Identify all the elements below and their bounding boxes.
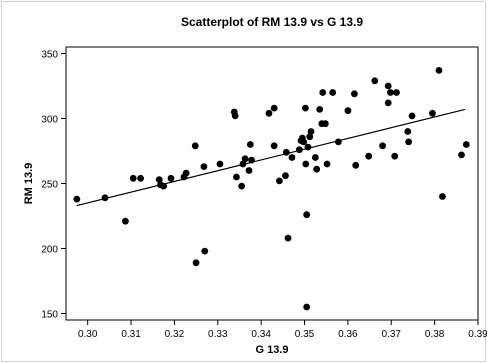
data-point [458,151,465,159]
data-point [231,112,239,120]
y-tick-label: 300 [41,115,58,126]
data-point [384,99,392,107]
chart-title: Scatterplot of RM 13.9 vs G 13.9 [181,15,363,29]
data-point [201,247,209,255]
data-point [301,104,309,112]
data-point [265,109,273,117]
data-point [284,234,292,242]
data-point [167,174,175,182]
data-point [316,106,324,113]
data-point [303,303,311,311]
x-tick-label: 0.39 [468,329,487,340]
data-point [160,182,167,190]
data-point [300,138,308,146]
y-tick-label: 200 [41,245,58,256]
data-point [429,109,436,117]
data-point [405,138,413,146]
data-point [129,174,137,182]
y-tick-label: 350 [41,50,58,61]
data-point [311,154,319,161]
data-point [303,211,311,219]
data-point [73,195,81,203]
data-point [393,89,400,96]
data-point [462,141,470,148]
data-point [371,77,379,85]
data-point [408,112,416,120]
data-point [233,173,240,181]
data-point [351,90,358,98]
y-tick-label: 250 [41,180,58,191]
data-point [319,89,327,96]
data-point [182,169,190,177]
regression-line [76,108,466,207]
data-point [101,194,109,202]
data-point [288,154,296,161]
data-point [321,120,329,128]
data-point [191,142,199,150]
x-tick-label: 0.38 [425,329,445,340]
data-point [122,217,129,225]
data-point [304,143,312,151]
data-point [313,165,321,173]
data-point [241,155,249,163]
data-point [384,82,392,90]
data-point [192,259,200,267]
data-point [248,156,256,164]
data-point [404,128,412,135]
plot-area [65,46,479,321]
data-point [323,160,331,168]
x-axis-title: G 13.9 [255,344,288,356]
data-point [379,142,386,150]
x-tick-label: 0.36 [338,329,358,340]
x-tick-label: 0.33 [208,329,228,340]
data-point [270,104,278,112]
data-point [245,167,253,174]
y-axis-title: RM 13.9 [23,163,35,205]
data-point [282,172,289,180]
data-point [200,163,208,171]
data-point [302,160,310,168]
data-point [365,152,373,160]
x-tick-label: 0.31 [121,329,141,340]
data-point [386,89,394,96]
x-tick-label: 0.37 [382,329,402,340]
data-point [238,182,246,190]
x-tick-label: 0.35 [295,329,315,340]
data-point [155,176,163,184]
data-point [275,177,283,185]
data-point [334,138,342,146]
data-point [282,148,290,156]
data-point [295,146,303,154]
data-point [246,141,254,148]
data-point [270,142,278,150]
data-point [137,174,144,182]
x-tick-label: 0.34 [251,329,271,340]
data-point [329,89,337,96]
data-point [439,193,446,200]
data-point [435,67,443,74]
data-point [307,128,315,135]
data-point [352,161,360,169]
data-point [306,133,314,141]
x-tick-label: 0.32 [165,329,185,340]
data-point [239,160,247,168]
data-point [391,152,399,160]
x-tick-label: 0.30 [78,329,98,340]
data-point [216,160,224,168]
data-point [344,107,352,115]
y-tick-label: 150 [41,310,58,321]
